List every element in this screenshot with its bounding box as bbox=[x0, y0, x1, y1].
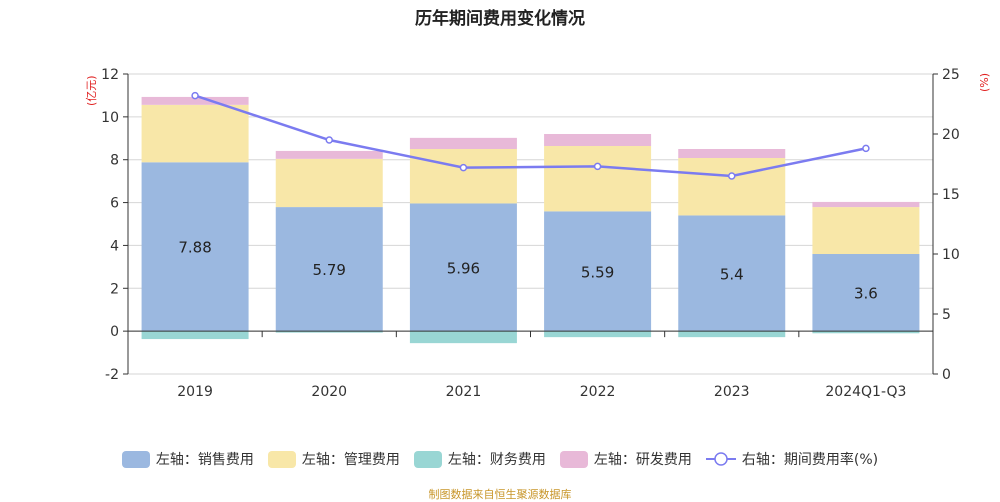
bar-segment bbox=[544, 331, 652, 338]
right-tick-label: 0 bbox=[942, 367, 951, 383]
x-tick-label: 2024Q1-Q3 bbox=[825, 384, 906, 400]
bar-segment bbox=[812, 207, 920, 254]
bar-segment bbox=[812, 201, 920, 208]
right-tick-label: 10 bbox=[942, 247, 960, 263]
bar-data-label: 5.59 bbox=[581, 263, 614, 281]
left-tick-label: 12 bbox=[101, 67, 119, 83]
legend-label: 左轴：管理费用 bbox=[301, 452, 400, 468]
bar-segment bbox=[409, 149, 517, 204]
rate-point bbox=[325, 136, 333, 144]
bar-segment bbox=[812, 254, 920, 332]
bar-segment bbox=[141, 162, 249, 332]
bar-segment bbox=[678, 149, 786, 158]
left-tick-label: 6 bbox=[110, 196, 119, 212]
rate-point bbox=[593, 162, 602, 171]
legend-item[interactable]: 左轴：销售费用 bbox=[121, 449, 254, 469]
right-tick-label: 20 bbox=[942, 127, 960, 143]
left-tick-label: 8 bbox=[110, 153, 119, 169]
legend-item[interactable]: 左轴：研发费用 bbox=[559, 449, 692, 469]
left-tick-label: 10 bbox=[101, 110, 119, 126]
x-tick-label: 2023 bbox=[714, 384, 750, 400]
bar-segment bbox=[141, 331, 249, 340]
bar-segment bbox=[275, 150, 383, 159]
legend-swatch bbox=[267, 450, 296, 468]
bar-segment bbox=[544, 211, 652, 332]
legend-swatch bbox=[121, 450, 150, 468]
x-tick-label: 2022 bbox=[580, 384, 616, 400]
rate-point bbox=[191, 91, 199, 100]
x-tick-label: 2021 bbox=[446, 384, 482, 400]
legend-swatch bbox=[413, 450, 442, 468]
rate-point bbox=[862, 144, 870, 153]
legend-swatch bbox=[559, 450, 588, 468]
source-note: 制图数据来自恒生聚源数据库 bbox=[428, 488, 572, 501]
right-tick-label: 5 bbox=[942, 307, 951, 323]
legend-item[interactable]: 左轴：财务费用 bbox=[413, 449, 546, 469]
bar-segment bbox=[275, 158, 383, 208]
bar-data-label: 5.79 bbox=[313, 261, 346, 279]
bar-segment bbox=[409, 137, 517, 149]
bar-segment bbox=[678, 215, 786, 332]
legend-item[interactable]: 左轴：管理费用 bbox=[267, 449, 400, 469]
x-tick-label: 2019 bbox=[177, 384, 213, 400]
left-axis-label: (亿元) bbox=[85, 75, 98, 106]
bar-segment bbox=[275, 331, 383, 333]
bar-segment bbox=[544, 146, 652, 212]
bar-segment bbox=[409, 331, 517, 344]
legend-line-marker-icon bbox=[705, 452, 736, 466]
bar-segment bbox=[275, 207, 383, 332]
left-tick-label: 4 bbox=[110, 238, 119, 254]
bar-segment bbox=[544, 134, 652, 146]
bar-segment bbox=[678, 331, 786, 338]
right-tick-label: 15 bbox=[942, 187, 960, 203]
legend-label: 左轴：销售费用 bbox=[155, 452, 254, 468]
right-axis-label: (%) bbox=[978, 73, 991, 92]
left-tick-label: 0 bbox=[110, 324, 119, 340]
bar-segment bbox=[812, 331, 920, 334]
bar-data-label: 7.88 bbox=[178, 239, 211, 257]
legend-item[interactable]: 右轴：期间费用率(%) bbox=[705, 449, 879, 469]
legend-label: 左轴：研发费用 bbox=[593, 452, 692, 468]
bar-data-label: 5.96 bbox=[447, 259, 480, 277]
rate-point bbox=[459, 163, 468, 172]
legend: 左轴：销售费用 左轴：管理费用 左轴：财务费用 左轴：研发费用 右轴：期间费用率(%) bbox=[0, 449, 1000, 469]
legend-label: 右轴：期间费用率(%) bbox=[741, 452, 879, 468]
bar-segment bbox=[141, 96, 249, 105]
chart-plot: -2 0 2 4 6 8 10 12 0 5 10 15 20 25 (亿元) (%) 7.88 2019 5.79… bbox=[85, 67, 991, 400]
bar-segment bbox=[409, 203, 517, 332]
bar-segment bbox=[678, 158, 786, 216]
rate-line bbox=[194, 94, 867, 178]
left-tick-label: -2 bbox=[105, 367, 119, 383]
bar-data-label: 5.4 bbox=[720, 265, 744, 283]
bar-segment bbox=[141, 104, 249, 163]
right-tick-label: 25 bbox=[942, 67, 960, 83]
left-tick-label: 2 bbox=[110, 281, 119, 297]
bar-data-label: 3.6 bbox=[854, 285, 878, 303]
rate-point bbox=[728, 172, 736, 180]
x-tick-label: 2020 bbox=[311, 384, 347, 400]
chart-title: 历年期间费用变化情况 bbox=[415, 9, 585, 29]
legend-label: 左轴：财务费用 bbox=[447, 452, 546, 468]
